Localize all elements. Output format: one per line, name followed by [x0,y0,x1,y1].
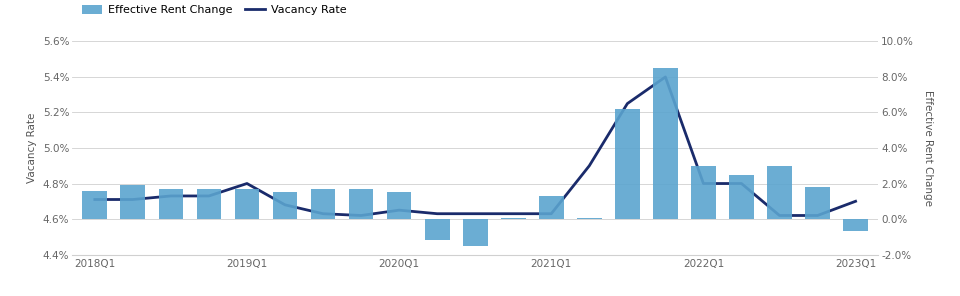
Bar [348,189,373,219]
Bar [501,218,526,219]
Bar [387,192,412,219]
Bar [539,196,564,219]
Bar [767,166,792,219]
Bar [729,175,754,219]
Bar [805,187,829,219]
Bar [691,166,716,219]
Bar [615,109,639,219]
Bar [234,189,259,219]
Y-axis label: Effective Rent Change: Effective Rent Change [924,90,933,206]
Bar [158,189,183,219]
Bar [121,185,145,219]
Bar [273,192,298,219]
Bar [577,218,602,219]
Bar [425,219,449,240]
Y-axis label: Vacancy Rate: Vacancy Rate [27,113,37,183]
Bar [843,219,868,231]
Bar [311,189,335,219]
Legend: Effective Rent Change, Vacancy Rate: Effective Rent Change, Vacancy Rate [78,0,351,20]
Bar [83,191,108,219]
Bar [463,219,488,246]
Bar [653,68,678,219]
Bar [197,189,222,219]
